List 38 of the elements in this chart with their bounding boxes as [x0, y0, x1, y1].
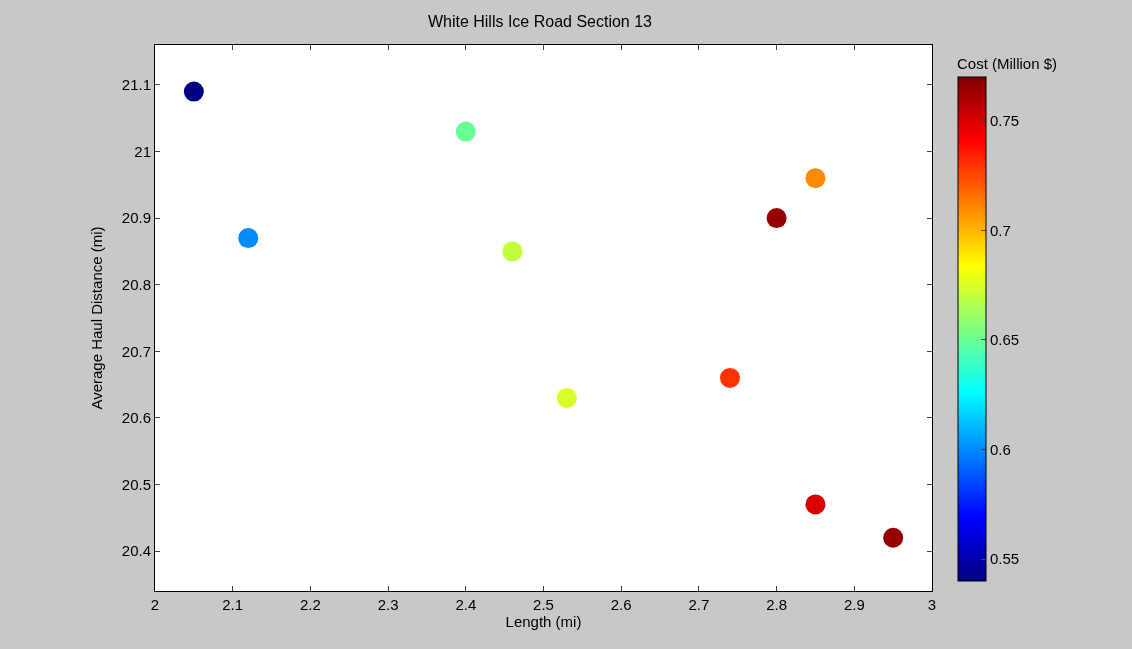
color-bar-label: 0.65	[990, 331, 1020, 349]
point	[766, 208, 787, 229]
y-tick-label: 20.9	[121, 209, 151, 227]
y-tick-label: 20.8	[121, 275, 151, 293]
x-tick-label: 2.1	[222, 596, 244, 613]
point	[719, 367, 740, 388]
color-bar-title: Cost (Million $)	[957, 54, 1058, 72]
x-tick-label: 2.4	[455, 596, 477, 613]
x-axis-title: Length (mi)	[505, 613, 582, 630]
chart-title: White Hills Ice Road Section 13	[427, 13, 653, 31]
x-tick-label: 2.7	[688, 596, 710, 613]
point	[883, 527, 904, 548]
point	[455, 121, 476, 142]
point	[502, 241, 523, 262]
y-tick-label: 21	[134, 142, 151, 160]
point	[183, 81, 204, 102]
y-axis-title: Average Haul Distance (mi)	[88, 226, 106, 410]
color-bar-label: 0.6	[990, 440, 1011, 458]
y-tick-label: 20.6	[121, 409, 151, 427]
point	[556, 387, 577, 408]
x-tick-label: 3	[927, 596, 937, 613]
x-tick-label: 2.3	[377, 596, 399, 613]
point	[238, 228, 259, 249]
color-bar-label: 0.55	[990, 550, 1020, 568]
point	[805, 168, 826, 189]
x-tick-label: 2.8	[766, 596, 788, 613]
x-tick-label: 2.5	[533, 596, 554, 613]
y-tick-label: 20.7	[121, 342, 151, 360]
x-tick-label: 2.6	[610, 596, 632, 613]
x-tick-label: 2.9	[843, 596, 865, 613]
y-tick-label: 20.4	[121, 542, 151, 560]
y-tick-label: 21.1	[121, 76, 151, 94]
x-tick-label: 2.2	[299, 596, 321, 613]
y-tick-label: 20.5	[121, 475, 151, 493]
color-bar-label: 0.75	[990, 112, 1020, 130]
x-tick-label: 2	[150, 596, 160, 613]
color-bar-label: 0.7	[990, 221, 1011, 239]
point	[805, 494, 826, 515]
